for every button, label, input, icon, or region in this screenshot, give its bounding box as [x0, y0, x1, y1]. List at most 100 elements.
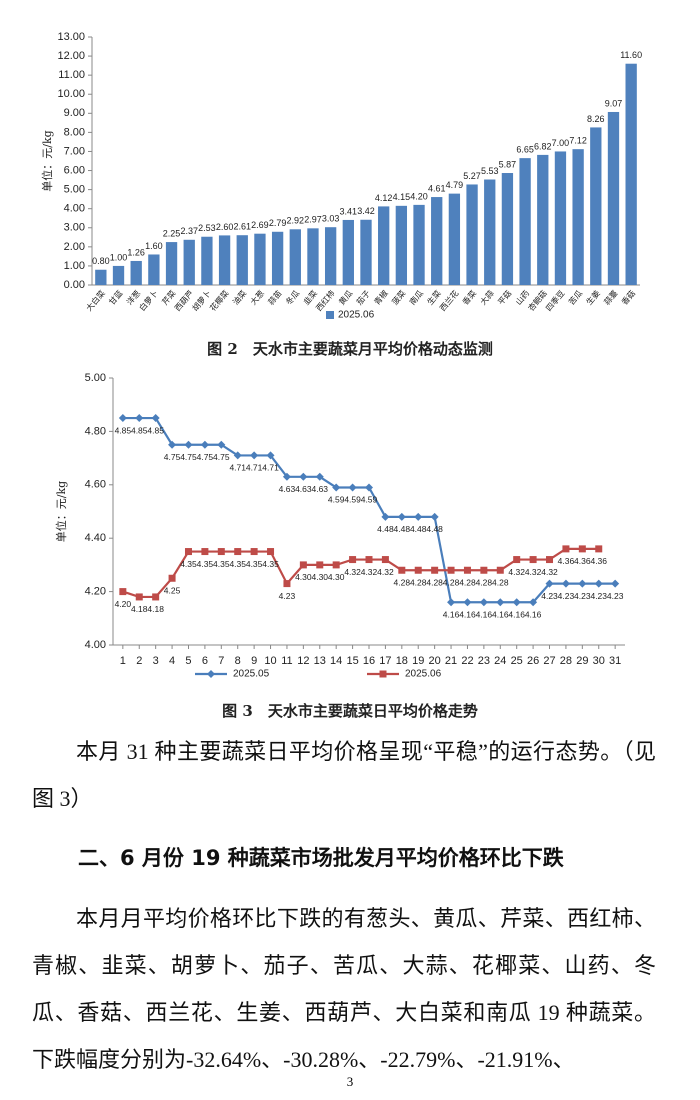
bar: [183, 239, 195, 285]
x-tick-label: 青椒: [372, 288, 390, 307]
y-tick-label: 9.00: [64, 107, 85, 119]
data-label: 4.59: [361, 495, 378, 505]
bar: [165, 242, 178, 285]
point: [496, 598, 505, 607]
x-tick-label: 20: [429, 655, 441, 667]
data-label: 4.12: [375, 193, 393, 203]
data-label: 4.36: [558, 556, 575, 566]
data-label: 4.71: [262, 463, 279, 473]
data-label: 4.30: [295, 572, 312, 582]
data-label: 4.20: [410, 191, 428, 201]
bar: [607, 111, 620, 285]
data-label: 2.69: [251, 220, 269, 230]
bar: [289, 229, 301, 285]
point: [299, 561, 307, 569]
bar: [484, 179, 496, 285]
x-tick-label: 茄子: [354, 288, 372, 307]
legend-marker: [379, 670, 387, 678]
data-label: 4.35: [197, 559, 214, 569]
point: [447, 598, 456, 607]
x-tick-label: 13: [314, 655, 326, 667]
point: [381, 512, 390, 521]
data-label: 4.79: [446, 180, 464, 190]
bar: [130, 260, 142, 285]
data-label: 4.28: [426, 577, 443, 587]
bar: [572, 149, 584, 285]
y-tick-label: 4.80: [85, 425, 106, 437]
heading: 二、6 月份 19 种蔬菜市场批发月平均价格环比下跌: [78, 846, 564, 870]
x-tick-label: 2: [136, 655, 142, 667]
x-tick-label: 29: [576, 655, 588, 667]
x-tick-label: 31: [609, 655, 621, 667]
data-label: 2.60: [216, 222, 234, 232]
data-label: 4.85: [147, 425, 164, 435]
x-tick-label: 16: [363, 655, 375, 667]
data-label: 4.35: [213, 559, 230, 569]
y-axis-label: 单位：元/kg: [40, 130, 54, 191]
data-label: 4.23: [574, 591, 591, 601]
point: [348, 483, 357, 492]
x-tick-label: 南瓜: [407, 288, 425, 307]
data-label: 4.32: [508, 567, 525, 577]
data-label: 4.28: [492, 577, 509, 587]
x-tick-label: 19: [412, 655, 424, 667]
x-tick-label: 大蒜: [478, 288, 496, 307]
data-label: 0.80: [92, 256, 110, 266]
data-label: 6.65: [516, 145, 534, 155]
x-tick-label: 18: [396, 655, 408, 667]
bar: [271, 231, 284, 285]
y-tick-label: 12.00: [57, 50, 85, 62]
data-label: 4.23: [279, 591, 296, 601]
x-tick-label: 苦瓜: [566, 288, 584, 307]
x-tick-label: 甘蓝: [107, 288, 125, 307]
point: [447, 566, 455, 574]
x-tick-label: 西兰花: [437, 288, 460, 313]
point: [184, 548, 192, 556]
data-label: 4.35: [246, 559, 263, 569]
point: [135, 414, 144, 423]
x-tick-label: 12: [297, 655, 309, 667]
x-tick-label: 冬瓜: [283, 288, 301, 307]
y-tick-label: 4.00: [85, 639, 106, 651]
point: [594, 579, 603, 588]
data-label: 2.53: [198, 223, 216, 233]
data-label: 4.16: [508, 610, 525, 620]
data-label: 3.03: [322, 214, 340, 224]
point: [349, 556, 357, 564]
data-label: 4.63: [279, 484, 296, 494]
data-label: 1.60: [145, 241, 163, 251]
x-tick-label: 1: [120, 655, 126, 667]
point: [529, 598, 538, 607]
point: [414, 566, 422, 574]
chart-caption: 图 2 天水市主要蔬菜月平均价格动态监测: [207, 340, 493, 358]
data-label: 4.32: [525, 567, 542, 577]
data-label: 4.75: [180, 452, 197, 462]
data-label: 4.71: [229, 463, 246, 473]
x-tick-label: 白萝卜: [137, 288, 160, 313]
point: [151, 414, 160, 423]
data-label: 4.23: [558, 591, 575, 601]
point: [479, 598, 488, 607]
point: [431, 566, 439, 574]
point: [217, 440, 226, 449]
point: [266, 451, 275, 460]
data-label: 4.28: [394, 577, 411, 587]
bar: [431, 197, 443, 285]
point: [184, 440, 193, 449]
point: [611, 579, 620, 588]
data-label: 4.16: [459, 610, 476, 620]
paragraph: 本月 31 种主要蔬菜日平均价格呈现“平稳”的运行态势。（见图 3）: [32, 739, 656, 811]
point: [595, 545, 603, 553]
y-tick-label: 2.00: [64, 241, 85, 253]
point: [545, 579, 554, 588]
data-label: 4.63: [295, 484, 312, 494]
bar: [254, 233, 266, 285]
data-label: 2.61: [233, 222, 251, 232]
x-tick-label: 14: [330, 655, 342, 667]
x-tick-label: 27: [543, 655, 555, 667]
point: [283, 580, 291, 588]
y-tick-label: 11.00: [58, 69, 85, 81]
y-tick-label: 5.00: [85, 372, 106, 384]
point: [512, 598, 521, 607]
